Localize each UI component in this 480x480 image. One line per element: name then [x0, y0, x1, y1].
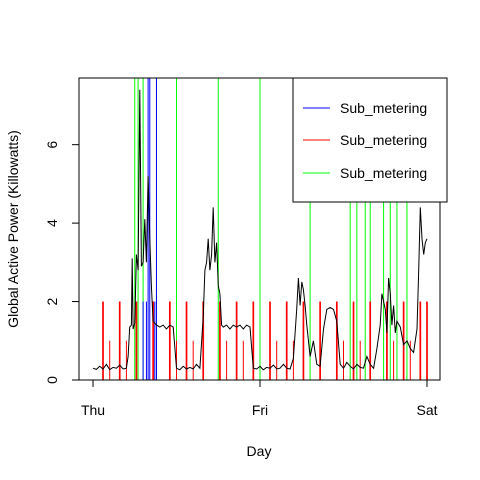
legend: Sub_metering Sub_metering Sub_metering [292, 77, 448, 203]
y-tick-label-3: 6 [44, 141, 60, 149]
y-tick-label-0: 0 [44, 376, 60, 384]
y-tick-label-2: 4 [44, 219, 60, 227]
series-layer [92, 89, 428, 371]
x-tick-label-0: Thu [81, 402, 105, 418]
x-tick-label-2: Sat [416, 402, 437, 418]
legend-label-2: Sub_metering [340, 132, 427, 148]
x-axis-title: Day [247, 443, 272, 459]
power-series-line [92, 89, 428, 371]
legend-label-1: Sub_metering [340, 100, 427, 116]
x-tick-label-1: Fri [252, 402, 268, 418]
legend-label-3: Sub_metering [340, 165, 427, 181]
y-axis-title: Global Active Power (Killowatts) [5, 130, 21, 328]
y-tick-label-1: 2 [44, 297, 60, 305]
x-axis: Thu Fri Sat [81, 379, 438, 418]
y-axis: 0 2 4 6 [44, 141, 80, 384]
